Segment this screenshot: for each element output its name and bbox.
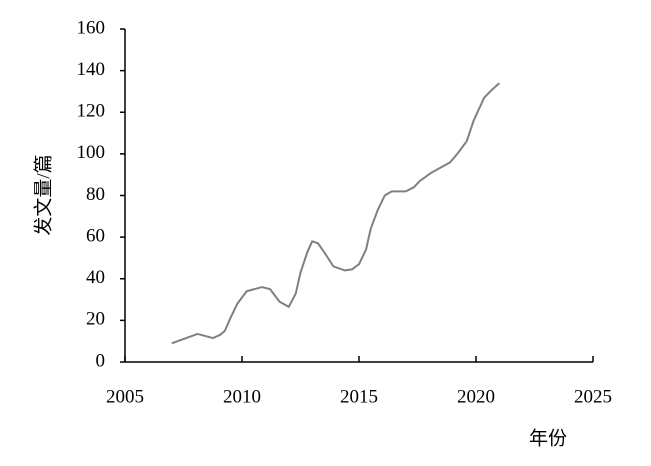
y-axis-title: 发文量/篇: [32, 154, 54, 235]
y-tick-label: 140: [77, 59, 106, 80]
y-tick-label: 40: [86, 267, 105, 288]
data-line: [171, 82, 501, 345]
x-tick-label: 2025: [574, 386, 612, 407]
y-tick-label: 80: [86, 184, 105, 205]
y-tick-label: 60: [86, 225, 105, 246]
y-tick-label: 100: [77, 142, 106, 163]
x-tick-label: 2020: [457, 386, 495, 407]
y-tick-label: 0: [96, 350, 106, 371]
x-tick-label: 2005: [106, 386, 144, 407]
x-tick-label: 2010: [223, 386, 261, 407]
x-tick-label: 2015: [340, 386, 378, 407]
x-axis-title: 年份: [529, 427, 567, 449]
y-tick-label: 20: [86, 309, 105, 330]
y-tick-label: 120: [77, 101, 106, 122]
y-tick-label: 160: [77, 17, 106, 38]
